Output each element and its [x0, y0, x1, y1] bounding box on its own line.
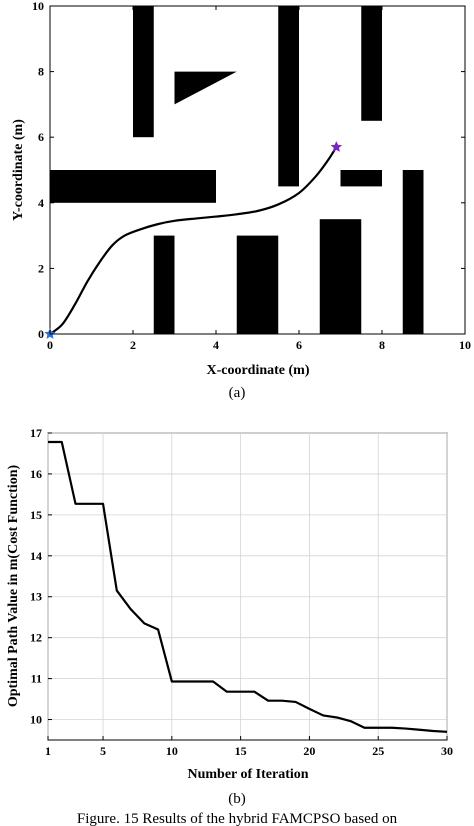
map-y-tick-label: 4 — [38, 196, 44, 210]
map-x-tick-label: 4 — [213, 338, 219, 352]
convergence-x-tick-label: 15 — [235, 744, 247, 758]
subcaption-b: (b) — [228, 791, 246, 807]
convergence-y-tick-label: 14 — [30, 549, 42, 563]
convergence-x-tick-label: 25 — [372, 744, 384, 758]
convergence-y-tick-label: 13 — [30, 590, 42, 604]
convergence-y-tick-label: 10 — [30, 713, 42, 727]
convergence-y-tick-label: 16 — [30, 467, 42, 481]
map-y-tick-label: 0 — [38, 327, 44, 341]
obstacle-3 — [50, 170, 216, 203]
convergence-x-tick-label: 5 — [100, 744, 106, 758]
obstacle-4 — [340, 170, 382, 187]
convergence-x-tick-label: 20 — [303, 744, 315, 758]
map-y-tick-label: 6 — [38, 130, 44, 144]
map-y-tick-label: 8 — [38, 65, 44, 79]
convergence-plot-area — [47, 432, 448, 741]
convergence-y-axis-label: Optimal Path Value in m(Cost Function) — [6, 465, 21, 708]
path-planning-map-chart: 0 2 4 6 8 10 0 2 4 6 8 10 X-coordinate (m) Y-coord… — [11, 0, 471, 400]
convergence-x-tick-label: 10 — [166, 744, 178, 758]
obstacle-0 — [133, 6, 154, 138]
convergence-x-tick-label: 30 — [441, 744, 453, 758]
convergence-x-tick-label: 1 — [45, 744, 51, 758]
map-y-tick-label: 10 — [32, 0, 44, 13]
convergence-y-tick-label: 17 — [30, 426, 42, 440]
obstacle-5 — [402, 170, 424, 334]
map-x-tick-label: 2 — [130, 338, 136, 352]
convergence-y-tick-label: 15 — [30, 508, 42, 522]
obstacle-6 — [153, 235, 175, 334]
map-x-tick-label: 8 — [379, 338, 385, 352]
map-x-tick-label: 10 — [459, 338, 471, 352]
goal-point-marker — [330, 140, 343, 153]
obstacle-2 — [361, 6, 382, 121]
map-x-axis-label: X-coordinate (m) — [206, 363, 309, 378]
obstacle-1 — [278, 6, 299, 187]
convergence-y-tick-label: 11 — [31, 672, 42, 686]
convergence-series-line — [48, 440, 448, 733]
map-y-tick-label: 2 — [38, 261, 44, 275]
obstacle-7 — [236, 235, 279, 334]
obstacle-9 — [174, 71, 237, 105]
convergence-x-axis-label: Number of Iteration — [187, 767, 308, 782]
map-x-tick-label: 6 — [296, 338, 302, 352]
convergence-y-tick-label: 12 — [30, 631, 42, 645]
planned-path-line — [49, 146, 338, 335]
map-x-tick-label: 0 — [47, 338, 53, 352]
map-y-axis-label: Y-coordinate (m) — [11, 119, 26, 221]
figure-caption: Figure. 15 Results of the hybrid FAMCPSO… — [77, 811, 398, 826]
subcaption-a: (a) — [229, 385, 246, 400]
obstacle-8 — [319, 219, 362, 334]
